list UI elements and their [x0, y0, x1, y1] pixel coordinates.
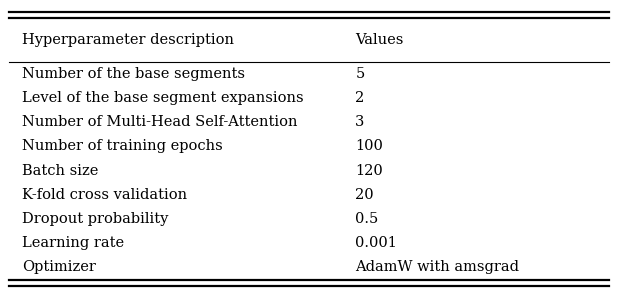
- Text: Learning rate: Learning rate: [22, 236, 124, 250]
- Text: Number of Multi-Head Self-Attention: Number of Multi-Head Self-Attention: [22, 115, 297, 129]
- Text: 0.001: 0.001: [355, 236, 397, 250]
- Text: Optimizer: Optimizer: [22, 260, 96, 274]
- Text: 0.5: 0.5: [355, 212, 379, 226]
- Text: Number of the base segments: Number of the base segments: [22, 67, 245, 81]
- Text: K-fold cross validation: K-fold cross validation: [22, 188, 187, 202]
- Text: Hyperparameter description: Hyperparameter description: [22, 33, 234, 47]
- Text: Number of training epochs: Number of training epochs: [22, 139, 222, 153]
- Text: 5: 5: [355, 67, 365, 81]
- Text: AdamW with amsgrad: AdamW with amsgrad: [355, 260, 519, 274]
- Text: 120: 120: [355, 164, 383, 178]
- Text: Level of the base segment expansions: Level of the base segment expansions: [22, 91, 303, 105]
- Text: 3: 3: [355, 115, 365, 129]
- Text: 2: 2: [355, 91, 365, 105]
- Text: Batch size: Batch size: [22, 164, 98, 178]
- Text: Values: Values: [355, 33, 404, 47]
- Text: Dropout probability: Dropout probability: [22, 212, 168, 226]
- Text: 20: 20: [355, 188, 374, 202]
- Text: 100: 100: [355, 139, 383, 153]
